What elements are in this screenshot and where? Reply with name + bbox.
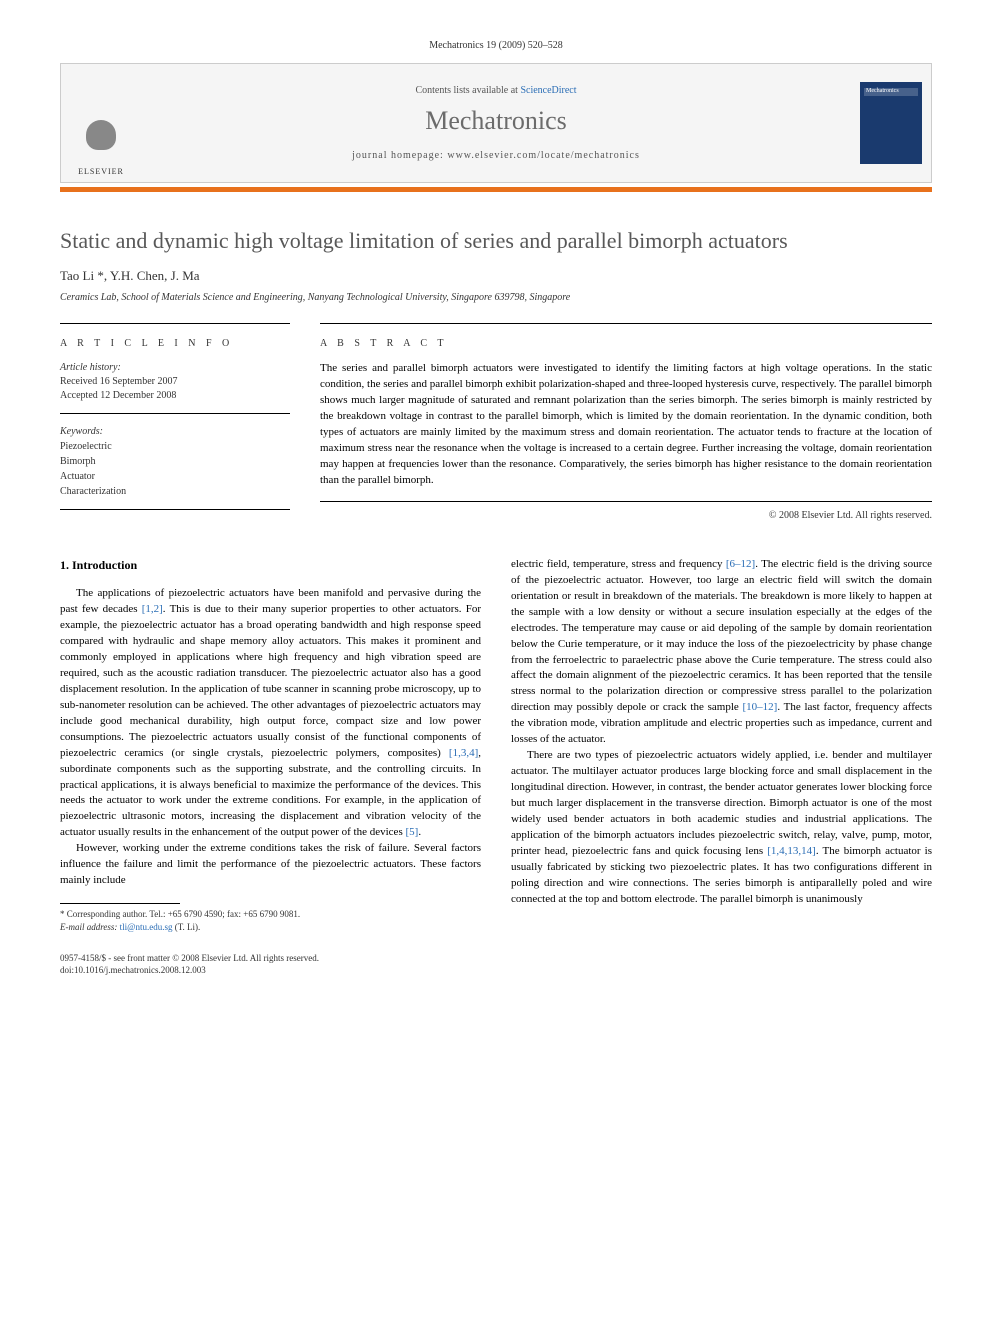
corresponding-author-footnote: * Corresponding author. Tel.: +65 6790 4… <box>60 908 481 933</box>
footnote-email-link[interactable]: tli@ntu.edu.sg <box>120 922 173 932</box>
abstract-label: A B S T R A C T <box>320 338 932 349</box>
affiliation-line: Ceramics Lab, School of Materials Scienc… <box>60 292 932 303</box>
homepage-url[interactable]: www.elsevier.com/locate/mechatronics <box>447 150 640 161</box>
orange-divider <box>60 187 932 192</box>
article-title: Static and dynamic high voltage limitati… <box>60 228 932 254</box>
article-history-block: Article history: Received 16 September 2… <box>60 361 290 414</box>
keywords-label: Keywords: <box>60 424 290 439</box>
citation-link[interactable]: [1,2] <box>142 603 163 615</box>
citation-link[interactable]: [6–12] <box>726 558 755 570</box>
keywords-block: Keywords: Piezoelectric Bimorph Actuator… <box>60 424 290 510</box>
keyword-item: Actuator <box>60 469 290 484</box>
keyword-item: Piezoelectric <box>60 439 290 454</box>
citation-link[interactable]: [5] <box>405 826 418 838</box>
journal-banner: ELSEVIER Contents lists available at Sci… <box>60 63 932 183</box>
citation-link[interactable]: [1,3,4] <box>449 747 478 759</box>
doi-line: doi:10.1016/j.mechatronics.2008.12.003 <box>60 965 932 977</box>
elsevier-tree-icon <box>71 95 131 165</box>
article-info-label: A R T I C L E I N F O <box>60 338 290 349</box>
citation-link[interactable]: [10–12] <box>743 701 778 713</box>
citation-link[interactable]: [1,4,13,14] <box>767 845 816 857</box>
journal-homepage-line: journal homepage: www.elsevier.com/locat… <box>352 150 640 161</box>
footnote-email-suffix: (T. Li). <box>175 922 201 932</box>
abstract-column: A B S T R A C T The series and parallel … <box>320 323 932 521</box>
bottom-metadata: 0957-4158/$ - see front matter © 2008 El… <box>60 953 932 976</box>
abstract-text: The series and parallel bimorph actuator… <box>320 361 932 502</box>
body-paragraph: However, working under the extreme condi… <box>60 841 481 889</box>
footnote-rule <box>60 903 180 904</box>
footnote-email-label: E-mail address: <box>60 922 117 932</box>
header-citation: Mechatronics 19 (2009) 520–528 <box>60 40 932 51</box>
section-heading-introduction: 1. Introduction <box>60 557 481 574</box>
journal-name: Mechatronics <box>425 106 567 136</box>
body-paragraph: electric field, temperature, stress and … <box>511 557 932 748</box>
homepage-prefix: journal homepage: <box>352 150 447 161</box>
keyword-item: Bimorph <box>60 454 290 469</box>
body-paragraph: The applications of piezoelectric actuat… <box>60 586 481 841</box>
body-paragraph: There are two types of piezoelectric act… <box>511 748 932 907</box>
body-column-left: 1. Introduction The applications of piez… <box>60 557 481 933</box>
abstract-copyright: © 2008 Elsevier Ltd. All rights reserved… <box>320 510 932 521</box>
front-matter-line: 0957-4158/$ - see front matter © 2008 El… <box>60 953 932 965</box>
cover-title-text: Mechatronics <box>866 88 899 94</box>
keyword-item: Characterization <box>60 484 290 499</box>
body-column-right: electric field, temperature, stress and … <box>511 557 932 933</box>
journal-cover-thumbnail: Mechatronics <box>860 82 922 164</box>
contents-prefix: Contents lists available at <box>415 85 520 96</box>
sciencedirect-link[interactable]: ScienceDirect <box>520 85 576 96</box>
publisher-logo-block: ELSEVIER <box>61 64 141 182</box>
history-label: Article history: <box>60 361 290 375</box>
publisher-name: ELSEVIER <box>78 167 124 176</box>
body-two-column: 1. Introduction The applications of piez… <box>60 557 932 933</box>
article-info-column: A R T I C L E I N F O Article history: R… <box>60 323 290 521</box>
history-received: Received 16 September 2007 <box>60 375 290 389</box>
contents-available-line: Contents lists available at ScienceDirec… <box>415 85 576 96</box>
footnote-tel-fax: * Corresponding author. Tel.: +65 6790 4… <box>60 908 481 921</box>
authors-line: Tao Li *, Y.H. Chen, J. Ma <box>60 268 932 284</box>
history-accepted: Accepted 12 December 2008 <box>60 389 290 403</box>
